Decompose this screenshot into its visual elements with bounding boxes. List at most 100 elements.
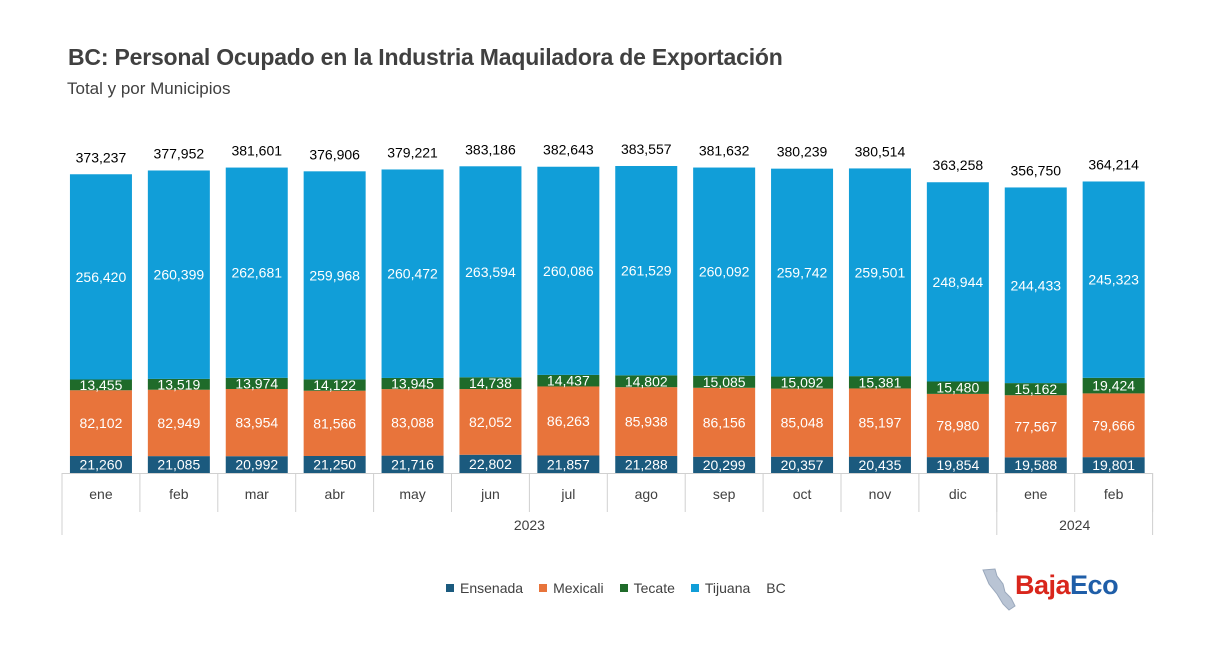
data-label-tecate-5: 14,738 <box>469 375 512 391</box>
bar-tecate-3 <box>303 379 366 391</box>
bar-tecate-10 <box>848 376 911 389</box>
x-tick-label-2: mar <box>245 486 269 502</box>
year-label-2023: 2023 <box>514 517 545 533</box>
bar-ensenada-8 <box>693 456 756 473</box>
bar-mexicali-0 <box>69 390 132 456</box>
legend-item-mexicali: Mexicali <box>539 580 604 596</box>
data-label-tijuana-11: 248,944 <box>933 274 984 290</box>
bar-mexicali-11 <box>926 393 989 458</box>
bar-ensenada-0 <box>69 455 132 473</box>
bar-mexicali-6 <box>537 386 600 456</box>
data-label-ensenada-0: 21,260 <box>80 456 123 472</box>
bar-mexicali-7 <box>615 387 678 456</box>
x-tick-label-1: feb <box>169 486 189 502</box>
legend-swatch <box>619 584 628 592</box>
data-label-ensenada-9: 20,357 <box>781 457 824 473</box>
data-label-mexicali-0: 82,102 <box>80 415 123 431</box>
bar-tijuana-4 <box>381 169 444 378</box>
bar-ensenada-6 <box>537 455 600 473</box>
chart-title: BC: Personal Ocupado en la Industria Maq… <box>68 44 783 70</box>
x-tick-label-13: feb <box>1104 486 1124 502</box>
data-label-tecate-13: 19,424 <box>1092 378 1135 394</box>
x-tick-label-12: ene <box>1024 486 1048 502</box>
total-label-1: 377,952 <box>154 145 205 161</box>
bar-tijuana-11 <box>926 182 989 382</box>
data-label-ensenada-7: 21,288 <box>625 456 668 472</box>
x-tick-label-11: dic <box>949 486 967 502</box>
data-label-tecate-1: 13,519 <box>157 376 200 392</box>
data-label-mexicali-9: 85,048 <box>781 415 824 431</box>
data-label-ensenada-12: 19,588 <box>1014 457 1057 473</box>
legend-label: Tijuana <box>704 580 751 596</box>
bar-mexicali-5 <box>459 389 522 455</box>
data-label-tijuana-5: 263,594 <box>465 264 516 280</box>
total-label-5: 383,186 <box>465 141 516 157</box>
chart-legend: Ensenada Mexicali Tecate Tijuana BC <box>446 580 786 596</box>
data-label-tecate-7: 14,802 <box>625 373 668 389</box>
x-tick-label-6: jul <box>560 486 575 502</box>
legend-label: Tecate <box>633 580 675 596</box>
total-label-11: 363,258 <box>933 157 984 173</box>
data-label-tecate-9: 15,092 <box>781 375 824 391</box>
year-label-2024: 2024 <box>1059 517 1090 533</box>
data-label-tecate-0: 13,455 <box>80 377 123 393</box>
data-label-tijuana-2: 262,681 <box>231 265 282 281</box>
total-label-0: 373,237 <box>76 149 127 165</box>
logo-text-eco: Eco <box>1070 570 1119 600</box>
data-label-tecate-3: 14,122 <box>313 377 356 393</box>
data-label-tijuana-0: 256,420 <box>76 269 127 285</box>
total-label-12: 356,750 <box>1010 162 1061 178</box>
data-label-tijuana-12: 244,433 <box>1010 277 1061 293</box>
bar-tijuana-8 <box>693 167 756 376</box>
legend-swatch <box>446 584 454 592</box>
bar-ensenada-9 <box>771 456 834 473</box>
x-tick-label-3: abr <box>325 486 346 502</box>
total-label-13: 364,214 <box>1088 156 1139 172</box>
data-label-tecate-4: 13,945 <box>391 376 434 392</box>
data-label-ensenada-2: 20,992 <box>235 457 278 473</box>
bar-tijuana-12 <box>1004 187 1067 384</box>
data-label-mexicali-6: 86,263 <box>547 413 590 429</box>
data-label-tecate-11: 15,480 <box>936 380 979 396</box>
bar-tecate-0 <box>69 379 132 391</box>
data-label-tijuana-8: 260,092 <box>699 264 750 280</box>
bar-tijuana-3 <box>303 171 366 380</box>
data-label-mexicali-4: 83,088 <box>391 414 434 430</box>
total-label-8: 381,632 <box>699 143 750 159</box>
bar-ensenada-2 <box>225 456 288 473</box>
data-label-ensenada-4: 21,716 <box>391 456 434 472</box>
data-label-ensenada-10: 20,435 <box>859 457 902 473</box>
bar-tijuana-1 <box>147 170 210 379</box>
bar-tecate-4 <box>381 377 444 390</box>
legend-item-tecate: Tecate <box>619 580 675 596</box>
bar-tecate-12 <box>1004 383 1067 396</box>
data-label-ensenada-6: 21,857 <box>547 456 590 472</box>
total-label-9: 380,239 <box>777 144 828 160</box>
data-label-mexicali-2: 83,954 <box>235 415 278 431</box>
x-tick-label-8: sep <box>713 486 736 502</box>
bar-tecate-11 <box>926 381 989 394</box>
bar-tecate-2 <box>225 377 288 390</box>
total-label-2: 381,601 <box>231 143 282 159</box>
bar-tecate-1 <box>147 378 210 390</box>
legend-item-ensenada: Ensenada <box>446 580 523 596</box>
total-label-6: 382,643 <box>543 142 594 158</box>
data-label-mexicali-10: 85,197 <box>859 415 902 431</box>
bar-tecate-9 <box>771 376 834 389</box>
bar-tecate-7 <box>615 375 678 388</box>
bar-ensenada-5 <box>459 454 522 473</box>
bar-ensenada-1 <box>147 456 210 473</box>
total-label-7: 383,557 <box>621 141 672 157</box>
bar-mexicali-8 <box>693 387 756 457</box>
bar-ensenada-13 <box>1082 457 1145 473</box>
legend-label: Ensenada <box>460 580 524 596</box>
bar-tijuana-9 <box>771 168 834 377</box>
x-tick-label-9: oct <box>793 486 812 502</box>
chart-subtitle: Total y por Municipios <box>67 79 231 98</box>
bar-mexicali-1 <box>147 389 210 457</box>
data-label-tecate-2: 13,974 <box>235 375 278 391</box>
bar-tijuana-13 <box>1082 181 1145 378</box>
bar-tecate-13 <box>1082 377 1145 394</box>
data-label-mexicali-13: 79,666 <box>1092 417 1135 433</box>
